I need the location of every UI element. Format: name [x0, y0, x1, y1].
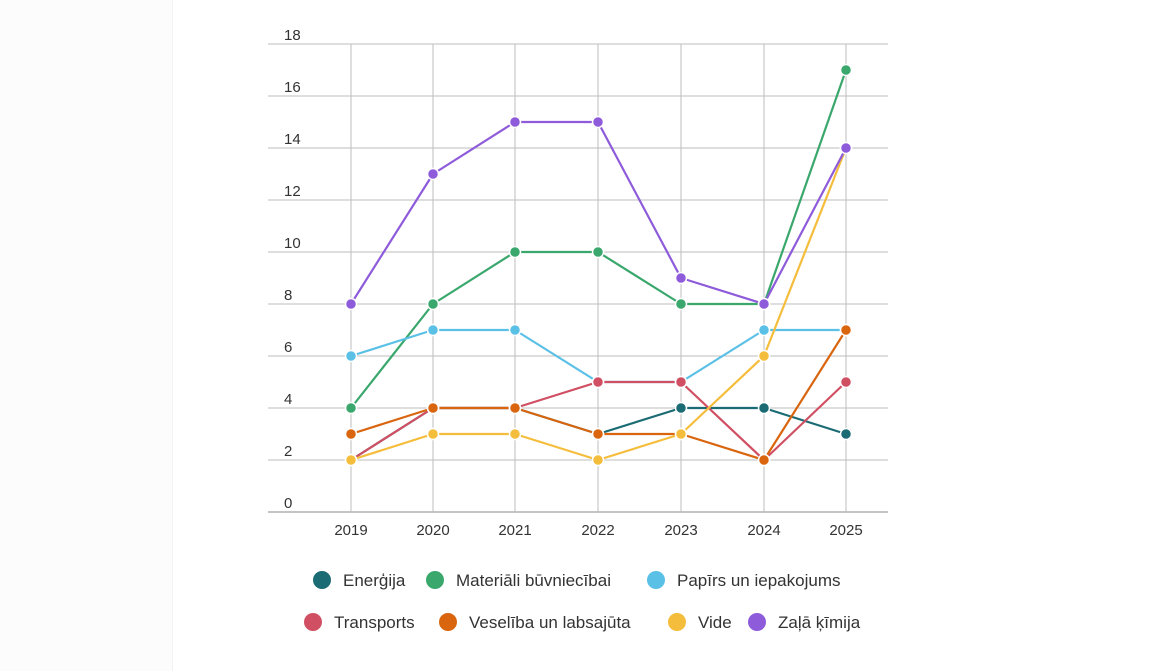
data-point	[839, 141, 853, 155]
data-point	[344, 401, 358, 415]
x-axis-tick-labels: 2019 2020 2021 2022 2023 2024 2025	[334, 522, 862, 539]
x-tick-label: 2025	[829, 522, 862, 539]
legend-label: Materiāli būvniecībai	[456, 571, 611, 590]
data-point	[674, 375, 688, 389]
data-point	[757, 401, 771, 415]
data-point	[839, 323, 853, 337]
left-margin-strip	[0, 0, 173, 671]
y-axis-tick-labels: 0 2 4 6 8 10 12 14 16 18	[284, 27, 301, 512]
y-tick-label: 16	[284, 79, 301, 96]
data-point	[757, 349, 771, 363]
legend-label: Veselība un labsajūta	[469, 613, 631, 632]
legend: Enerģija Materiāli būvniecībai Papīrs un i…	[304, 571, 861, 632]
y-tick-label: 12	[284, 183, 301, 200]
legend-label: Papīrs un iepakojums	[677, 571, 840, 590]
legend-swatch	[668, 613, 686, 631]
legend-label: Vide	[698, 613, 732, 632]
x-tick-label: 2023	[664, 522, 697, 539]
data-point	[757, 453, 771, 467]
data-point	[674, 427, 688, 441]
legend-swatch	[313, 571, 331, 589]
grid-lines	[268, 43, 888, 513]
x-tick-label: 2019	[334, 522, 367, 539]
y-tick-label: 18	[284, 27, 301, 44]
data-point	[839, 375, 853, 389]
data-point	[591, 453, 605, 467]
legend-swatch	[426, 571, 444, 589]
y-tick-label: 4	[284, 391, 292, 408]
data-point	[674, 271, 688, 285]
y-tick-label: 10	[284, 235, 301, 252]
data-point	[591, 115, 605, 129]
data-point	[591, 375, 605, 389]
data-point	[508, 115, 522, 129]
legend-swatch	[647, 571, 665, 589]
data-point	[508, 427, 522, 441]
data-point	[508, 323, 522, 337]
x-tick-label: 2021	[498, 522, 531, 539]
data-point	[674, 297, 688, 311]
data-point	[344, 297, 358, 311]
data-point	[591, 427, 605, 441]
y-tick-label: 6	[284, 339, 292, 356]
data-point	[426, 401, 440, 415]
data-point	[426, 427, 440, 441]
legend-swatch	[439, 613, 457, 631]
y-tick-label: 8	[284, 287, 292, 304]
data-point	[757, 297, 771, 311]
x-tick-label: 2020	[416, 522, 449, 539]
data-point	[344, 427, 358, 441]
legend-label: Enerģija	[343, 571, 406, 590]
data-point	[591, 245, 605, 259]
data-point	[839, 63, 853, 77]
y-tick-label: 14	[284, 131, 301, 148]
data-point	[344, 453, 358, 467]
data-point	[426, 323, 440, 337]
legend-swatch	[304, 613, 322, 631]
data-point	[839, 427, 853, 441]
data-point	[426, 167, 440, 181]
data-point	[674, 401, 688, 415]
x-tick-label: 2022	[581, 522, 614, 539]
data-point	[426, 297, 440, 311]
data-point	[508, 245, 522, 259]
data-point	[344, 349, 358, 363]
x-tick-label: 2024	[747, 522, 780, 539]
data-point	[508, 401, 522, 415]
series-points	[344, 63, 853, 467]
legend-swatch	[748, 613, 766, 631]
data-point	[757, 323, 771, 337]
y-tick-label: 2	[284, 443, 292, 460]
y-tick-label: 0	[284, 495, 292, 512]
legend-label: Transports	[334, 613, 415, 632]
legend-label: Zaļā ķīmija	[778, 613, 861, 632]
